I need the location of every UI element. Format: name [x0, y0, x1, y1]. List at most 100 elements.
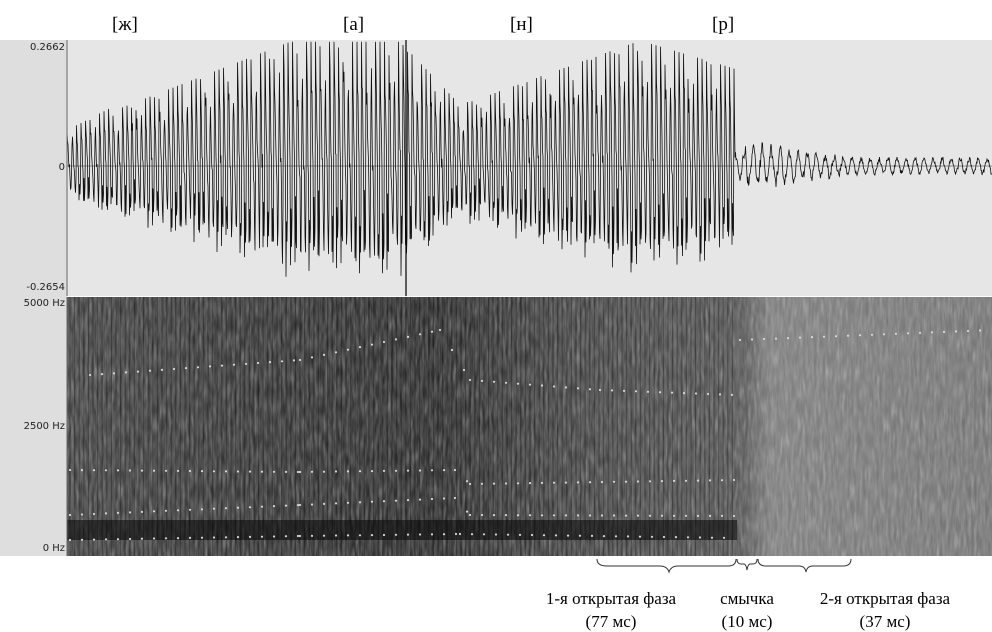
formant-dot	[298, 503, 302, 507]
formant-dot	[104, 512, 108, 515]
formant-dot	[394, 499, 398, 502]
waveform-trace	[66, 41, 992, 277]
formant-dot	[588, 388, 592, 391]
spectrogram-tick-5000: 5000 Hz	[24, 298, 65, 309]
formant-dot	[718, 393, 722, 396]
formant-dot	[552, 481, 556, 484]
formant-dot	[310, 470, 314, 473]
formant-dot	[528, 383, 532, 386]
formant-dot	[458, 532, 462, 536]
formant-dot	[236, 536, 240, 539]
formant-dot	[722, 536, 726, 539]
phone-label-n: [н]	[510, 14, 533, 35]
formant-dot	[708, 479, 712, 482]
formant-dot	[80, 513, 84, 516]
formant-dot	[112, 372, 116, 375]
formant-dot	[272, 470, 276, 473]
formant-dot	[588, 514, 592, 517]
formant-dot	[418, 333, 422, 336]
formant-dot	[260, 535, 264, 538]
formant-dot	[686, 536, 690, 539]
formant-dot	[442, 533, 446, 536]
formant-dot	[954, 330, 958, 333]
formant-dot	[406, 335, 410, 338]
formant-dot	[462, 368, 466, 372]
formant-dot	[172, 367, 176, 371]
formant-dot	[334, 351, 338, 354]
formant-dot	[418, 469, 422, 472]
formant-dot	[492, 514, 496, 517]
phase-braces	[596, 558, 852, 574]
formant-dot	[224, 507, 228, 510]
formant-dot	[148, 369, 152, 372]
formant-dot	[310, 534, 314, 538]
formant-dot	[284, 470, 288, 473]
formant-dot	[296, 470, 300, 474]
formant-dot	[648, 480, 652, 483]
formant-dot	[208, 365, 212, 368]
formant-dot	[80, 469, 84, 472]
waveform-zero-label: 0	[59, 162, 65, 173]
formant-dot	[280, 360, 284, 363]
formant-dot	[622, 389, 626, 392]
formant-dot	[738, 338, 742, 342]
formant-dot	[774, 337, 778, 340]
formant-dot	[636, 514, 640, 517]
formant-dot	[322, 470, 326, 473]
formant-dot	[346, 470, 350, 473]
formant-dot	[698, 536, 702, 539]
formant-dot	[430, 533, 434, 536]
formant-dot	[576, 387, 580, 390]
formant-dot	[906, 332, 910, 335]
formant-dot	[164, 509, 168, 512]
spectrogram-formants	[67, 297, 982, 556]
formant-dot	[600, 514, 604, 517]
formant-dot	[406, 533, 410, 536]
formant-dot	[152, 510, 156, 513]
formant-dot	[310, 503, 314, 506]
formant-dot	[540, 384, 544, 387]
formant-dot	[358, 470, 362, 473]
formant-dot	[552, 385, 556, 388]
formant-dot	[140, 537, 144, 540]
formant-dot	[260, 470, 264, 473]
formant-dot	[212, 536, 216, 539]
formant-dot	[660, 480, 664, 483]
formant-dot	[334, 534, 338, 537]
formant-dot	[516, 382, 520, 385]
formant-dot	[236, 470, 240, 473]
formant-dot	[310, 356, 314, 359]
formant-dot	[470, 533, 474, 536]
formant-dot	[224, 536, 228, 539]
formant-dot	[176, 509, 180, 512]
formant-dot	[454, 532, 458, 536]
formant-dot	[494, 533, 498, 536]
formant-dot	[292, 359, 296, 362]
formant-dot	[442, 469, 446, 472]
formant-dot	[394, 533, 398, 536]
formant-dot	[152, 469, 156, 472]
formant-dot	[116, 469, 120, 472]
formant-dot	[104, 469, 108, 472]
formant-dot	[468, 482, 472, 486]
formant-dot	[200, 536, 204, 539]
formant-dot	[696, 514, 700, 518]
formant-dot	[92, 512, 96, 516]
formant-dot	[542, 534, 546, 537]
formant-dot	[942, 330, 946, 333]
formant-dot	[124, 371, 128, 374]
formant-dot	[322, 502, 326, 505]
formant-dot	[140, 510, 144, 513]
formant-dot	[658, 391, 662, 394]
formant-dot	[224, 470, 228, 473]
formant-dot	[164, 537, 168, 540]
formant-dot	[256, 361, 260, 365]
formant-dot	[504, 381, 508, 384]
phase-duration-open-1: (77 мс)	[586, 612, 637, 631]
formant-dot	[406, 469, 410, 472]
brace-open-phase-1	[596, 558, 737, 574]
formant-dot	[450, 348, 454, 352]
formant-dot	[370, 343, 374, 346]
formant-dot	[516, 514, 520, 517]
formant-dot	[492, 482, 496, 485]
